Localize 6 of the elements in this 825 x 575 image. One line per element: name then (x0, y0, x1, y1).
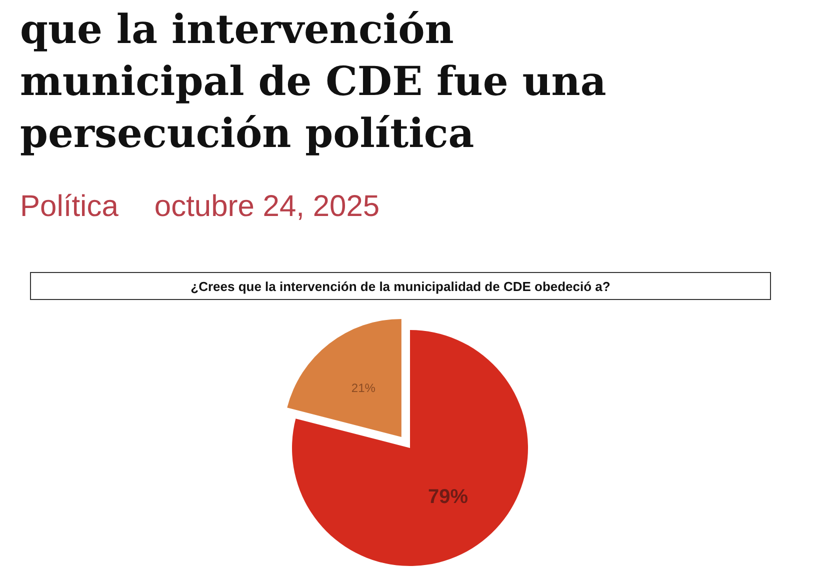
text: Política (20, 190, 118, 224)
chart-subtitle: ¿Crees que la intervención de la municipalidad de CDE obedeció a? (30, 272, 771, 300)
data-label: 79% (428, 486, 468, 508)
text: octubre 24, 2025 (154, 190, 380, 224)
data-label: 21% (351, 380, 376, 395)
chart-title: que la intervención municipal de CDE fue una persecución política (20, 5, 608, 159)
